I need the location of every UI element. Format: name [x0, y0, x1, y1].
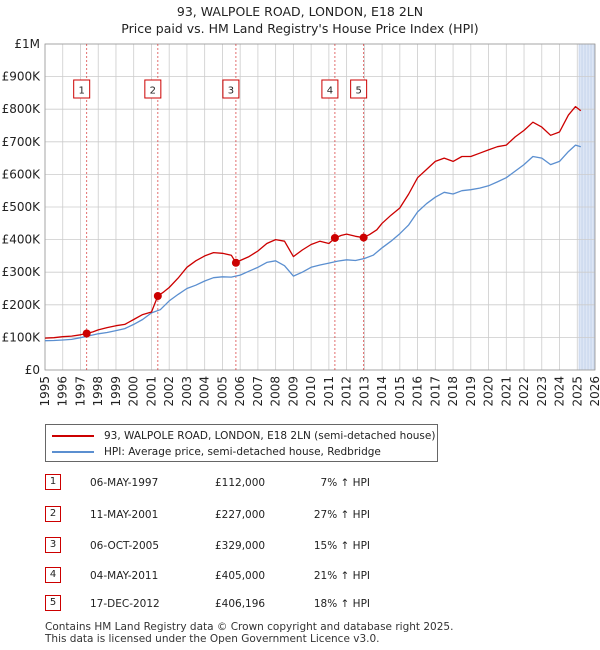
x-tick-label: 1998	[91, 376, 105, 407]
x-tick-label: 2004	[198, 376, 212, 407]
transaction-number: 1	[45, 474, 61, 490]
x-tick-label: 2016	[411, 376, 425, 407]
y-tick-label: £900K	[2, 70, 42, 84]
transaction-date: 11-MAY-2001	[90, 509, 159, 521]
transaction-box-label: 3	[228, 86, 234, 97]
legend-swatch-hpi	[52, 451, 94, 453]
chart-legend: 93, WALPOLE ROAD, LONDON, E18 2LN (semi-…	[45, 424, 438, 462]
x-tick-label: 2006	[233, 376, 247, 407]
transaction-point	[153, 291, 162, 300]
transaction-price: £112,000	[215, 477, 266, 489]
transaction-box-label: 1	[79, 86, 85, 97]
y-tick-label: £100K	[2, 330, 42, 344]
x-tick-label: 2000	[127, 376, 141, 407]
x-tick-label: 2002	[162, 376, 176, 407]
transaction-price: £227,000	[215, 509, 266, 521]
transaction-date: 04-MAY-2011	[90, 570, 159, 582]
x-tick-label: 2007	[251, 376, 265, 407]
transaction-box	[73, 79, 91, 99]
x-tick-label: 2026	[588, 376, 600, 407]
x-tick-label: 2001	[144, 376, 158, 407]
legend-label-hpi: HPI: Average price, semi-detached house,…	[104, 446, 381, 458]
transaction-hpi-diff: 21% ↑ HPI	[313, 570, 370, 582]
x-tick-label: 2010	[304, 376, 318, 407]
transaction-price: £405,000	[215, 570, 266, 582]
transaction-price: £406,196	[215, 598, 266, 610]
y-tick-label: £0	[25, 363, 40, 377]
x-tick-label: 2019	[464, 376, 478, 407]
x-tick-label: 2011	[322, 376, 336, 407]
x-tick-label: 2008	[269, 376, 283, 407]
transaction-number: 2	[45, 506, 61, 522]
transaction-box-label: 2	[150, 86, 156, 97]
transaction-hpi-diff: 27% ↑ HPI	[313, 509, 370, 521]
transaction-box-label: 5	[355, 86, 361, 97]
y-tick-label: £1M	[14, 37, 40, 51]
x-tick-label: 1999	[109, 376, 123, 407]
transaction-date: 06-OCT-2005	[90, 540, 159, 552]
legend-label-property: 93, WALPOLE ROAD, LONDON, E18 2LN (semi-…	[104, 430, 436, 442]
transaction-number: 5	[45, 595, 61, 611]
y-tick-label: £800K	[2, 102, 42, 116]
transaction-box	[321, 79, 339, 99]
y-tick-label: £400K	[2, 233, 42, 247]
y-tick-label: £700K	[2, 135, 42, 149]
x-tick-label: 2009	[286, 376, 300, 407]
transaction-date: 06-MAY-1997	[90, 477, 159, 489]
transaction-number: 3	[45, 537, 61, 553]
y-tick-label: £300K	[2, 265, 42, 279]
y-tick-label: £200K	[2, 298, 42, 312]
transaction-hpi-diff: 15% ↑ HPI	[313, 540, 370, 552]
x-tick-label: 2023	[535, 376, 549, 407]
x-tick-label: 2024	[553, 376, 567, 407]
x-tick-label: 2005	[215, 376, 229, 407]
transaction-number: 4	[45, 567, 61, 583]
title-line-2: Price paid vs. HM Land Registry's House …	[121, 21, 479, 36]
copyright-text: Contains HM Land Registry data © Crown c…	[45, 621, 454, 633]
x-tick-label: 2021	[499, 376, 513, 407]
transaction-hpi-diff: 7% ↑ HPI	[320, 477, 370, 489]
price-chart: £0 £100K £200K £300K £400K £500K £600K £700K £80…	[2, 37, 600, 407]
transaction-box-label: 4	[327, 86, 333, 97]
transaction-point	[231, 258, 240, 267]
y-tick-label: £600K	[2, 167, 42, 181]
x-tick-label: 2025	[570, 376, 584, 407]
x-tick-label: 2020	[482, 376, 496, 407]
x-tick-label: 1996	[56, 376, 70, 407]
transaction-hpi-diff: 18% ↑ HPI	[313, 598, 370, 610]
legend-swatch-property	[52, 435, 94, 437]
transaction-price: £329,000	[215, 540, 266, 552]
transaction-point	[359, 233, 368, 242]
transaction-box	[144, 79, 162, 99]
property-price-line	[44, 105, 582, 339]
x-tick-label: 1997	[73, 376, 87, 407]
transaction-box	[222, 79, 240, 99]
chart-title: 93, WALPOLE ROAD, LONDON, E18 2LN Price …	[0, 3, 600, 37]
x-tick-label: 2003	[180, 376, 194, 407]
x-tick-label: 2014	[375, 376, 389, 407]
transaction-date: 17-DEC-2012	[90, 598, 160, 610]
transaction-point	[82, 329, 91, 338]
footer-notice: Contains HM Land Registry data © Crown c…	[45, 621, 453, 645]
x-tick-label: 2013	[357, 376, 371, 407]
x-tick-label: 2022	[517, 376, 531, 407]
y-tick-label: £500K	[2, 200, 42, 214]
x-tick-label: 2017	[428, 376, 442, 407]
x-tick-label: 1995	[38, 376, 52, 407]
x-tick-label: 2015	[393, 376, 407, 407]
title-line-1: 93, WALPOLE ROAD, LONDON, E18 2LN	[176, 4, 424, 19]
transaction-point	[330, 233, 339, 242]
hpi-line	[44, 144, 581, 342]
transaction-box	[350, 79, 368, 99]
licence-text: This data is licensed under the Open Gov…	[45, 633, 380, 645]
x-tick-label: 2018	[446, 376, 460, 407]
x-tick-label: 2012	[340, 376, 354, 407]
plot-frame	[44, 43, 596, 371]
